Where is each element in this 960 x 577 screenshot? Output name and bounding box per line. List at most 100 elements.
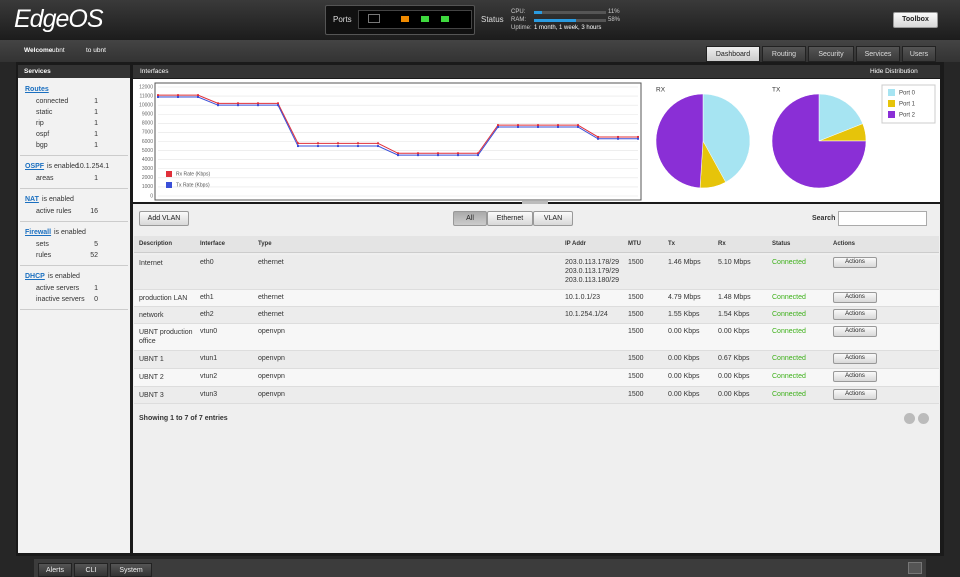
table-row [134, 290, 939, 307]
cell: 1500 [628, 328, 644, 335]
filter-button[interactable]: All [453, 211, 487, 226]
column-header[interactable]: Rx [718, 241, 726, 247]
page-prev[interactable] [904, 413, 915, 424]
cell-status: Connected [772, 294, 806, 301]
actions-button[interactable]: Actions [833, 371, 877, 382]
point [277, 102, 279, 105]
tab[interactable]: Services [856, 46, 900, 62]
top-bar [0, 0, 960, 40]
cell: 1500 [628, 373, 644, 380]
column-header[interactable]: MTU [628, 241, 641, 247]
actions-button[interactable]: Actions [833, 309, 877, 320]
point [397, 154, 399, 157]
welcome-suffix: to ubnt [86, 47, 106, 54]
welcome-user[interactable]: ubnt [52, 47, 65, 54]
cell: eth2 [200, 311, 214, 318]
cell-status: Connected [772, 311, 806, 318]
pie-slice [655, 93, 704, 189]
legend-label: Port 1 [899, 102, 916, 108]
stat-value: 5 [94, 241, 98, 248]
tab[interactable]: Security [808, 46, 854, 62]
cell: 1.46 Mbps [668, 259, 701, 266]
cell: 1.48 Mbps [718, 294, 751, 301]
cell: 1.55 Kbps [668, 311, 700, 318]
stat-value: 16 [90, 208, 98, 215]
pie-slice [771, 93, 867, 189]
column-header[interactable]: Status [772, 241, 791, 247]
actions-button[interactable]: Actions [833, 326, 877, 337]
corner-button[interactable] [908, 562, 922, 574]
cell: vtun1 [200, 355, 218, 362]
bottom-tab[interactable]: CLI [74, 563, 108, 577]
search-input[interactable] [838, 211, 927, 226]
section-link[interactable]: OSPF [25, 163, 45, 170]
point [337, 142, 339, 145]
add-vlan-button[interactable]: Add VLAN [139, 211, 189, 226]
filter-button[interactable]: Ethernet [487, 211, 533, 226]
cell-status: Connected [772, 373, 806, 380]
stat-label: rip [36, 120, 44, 127]
cell: openvpn [258, 373, 285, 380]
cell: 0.00 Kbps [718, 328, 750, 335]
table-row [134, 307, 939, 324]
bottom-tab[interactable]: Alerts [38, 563, 72, 577]
pie-slice [818, 93, 864, 142]
divider [20, 309, 128, 310]
table-info: Showing 1 to 7 of 7 entries [139, 415, 228, 422]
tab[interactable]: Dashboard [706, 46, 760, 62]
actions-button[interactable]: Actions [833, 389, 877, 400]
cell-status: Connected [772, 355, 806, 362]
column-header[interactable]: IP Addr [565, 241, 587, 247]
pie-title: TX [772, 87, 781, 94]
stat-label: inactive servers [36, 296, 85, 303]
stat-value: 1 [94, 285, 98, 292]
point [257, 102, 259, 105]
cell: 1500 [628, 294, 644, 301]
y-tick-label: 1000 [142, 184, 153, 190]
section-link[interactable]: Routes [25, 86, 49, 93]
point [237, 104, 239, 107]
actions-button[interactable]: Actions [833, 257, 877, 268]
cell: eth0 [200, 259, 214, 266]
legend-swatch [888, 89, 895, 96]
cell-status: Connected [772, 259, 806, 266]
column-header[interactable]: Tx [668, 241, 676, 247]
column-header[interactable]: Description [139, 241, 173, 247]
column-header[interactable]: Actions [833, 241, 856, 247]
legend-label: Rx Rate (Kbps) [176, 171, 211, 177]
section-status: is enabled [42, 196, 74, 203]
bottom-tab[interactable]: System [110, 563, 152, 577]
page-next[interactable] [918, 413, 929, 424]
point [377, 142, 379, 145]
section-link[interactable]: Firewall [25, 229, 52, 236]
actions-button[interactable]: Actions [833, 353, 877, 364]
point [637, 137, 639, 140]
actions-button[interactable]: Actions [833, 292, 877, 303]
column-header[interactable]: Interface [200, 241, 226, 247]
meter-track [534, 11, 606, 14]
cell: 0.00 Kbps [718, 391, 750, 398]
hide-distribution[interactable]: Hide Distribution [870, 68, 918, 75]
toolbox-button[interactable]: Toolbox [893, 12, 938, 28]
legend-swatch [166, 171, 172, 177]
filter-button[interactable]: VLAN [533, 211, 573, 226]
port-icon [421, 16, 429, 22]
point [517, 124, 519, 127]
point [197, 95, 199, 98]
cell-description: UBNT 2 [139, 374, 164, 381]
point [297, 145, 299, 148]
section-link[interactable]: DHCP [25, 273, 45, 280]
sidebar-header: Services [18, 65, 130, 78]
section-link[interactable]: NAT [25, 196, 39, 203]
legend-label: Port 2 [899, 113, 916, 119]
y-tick-label: 3000 [142, 166, 153, 172]
cell: eth1 [200, 294, 214, 301]
point [277, 104, 279, 107]
column-header[interactable]: Type [258, 241, 272, 247]
tab[interactable]: Routing [762, 46, 806, 62]
stat-label: ospf [36, 131, 50, 138]
cell-description: Internet [139, 260, 163, 267]
pie-title: RX [656, 87, 666, 94]
tab[interactable]: Users [902, 46, 936, 62]
cell-description: UBNT 1 [139, 356, 164, 363]
